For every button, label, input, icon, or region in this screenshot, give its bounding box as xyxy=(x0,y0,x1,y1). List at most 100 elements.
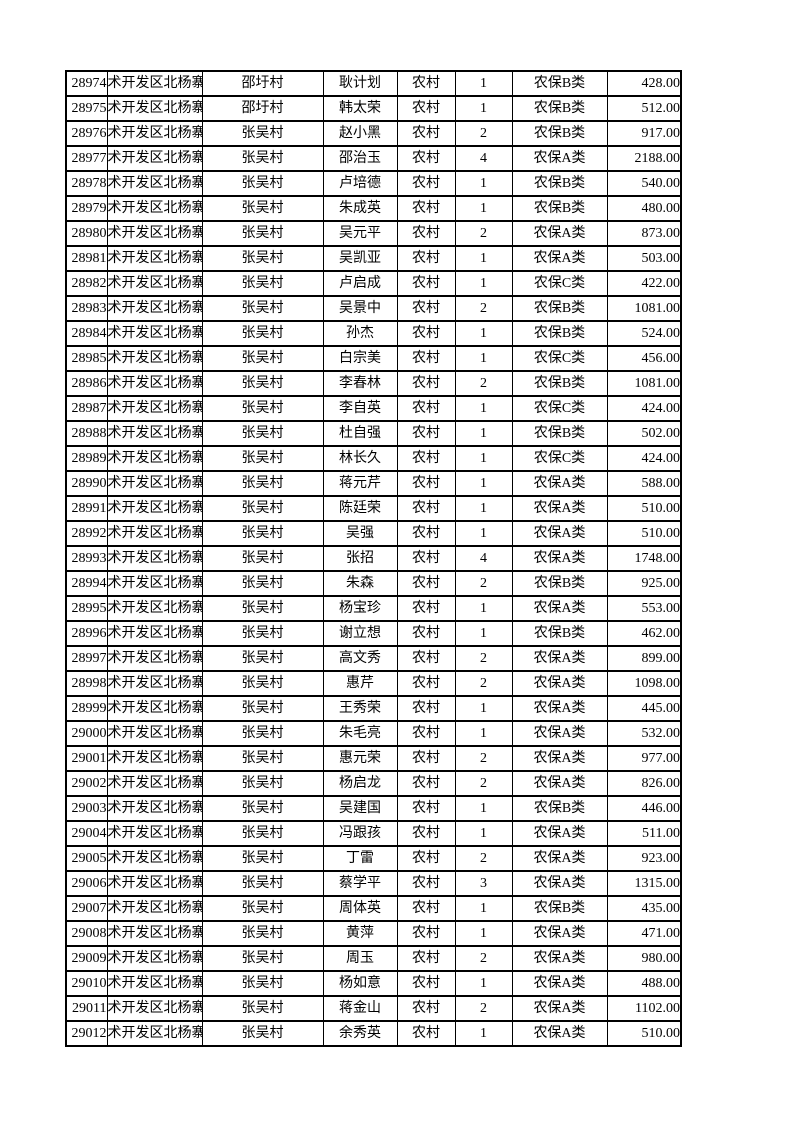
cell-record-id: 28983 xyxy=(65,295,108,322)
cell-insurance-category: 农保B类 xyxy=(511,70,608,97)
cell-amount: 899.00 xyxy=(606,645,682,672)
cell-village: 张吴村 xyxy=(201,995,324,1022)
cell-person-name: 杨宝珍 xyxy=(322,595,398,622)
cell-person-name: 黄萍 xyxy=(322,920,398,947)
cell-amount: 422.00 xyxy=(606,270,682,297)
cell-residence-type: 农村 xyxy=(396,745,456,772)
cell-village: 张吴村 xyxy=(201,870,324,897)
cell-amount: 511.00 xyxy=(606,820,682,847)
cell-insurance-category: 农保C类 xyxy=(511,270,608,297)
cell-amount: 424.00 xyxy=(606,395,682,422)
cell-record-id: 28992 xyxy=(65,520,108,547)
cell-insurance-category: 农保A类 xyxy=(511,820,608,847)
cell-residence-type: 农村 xyxy=(396,120,456,147)
cell-residence-type: 农村 xyxy=(396,720,456,747)
cell-district: 术开发区北杨寨 xyxy=(106,295,203,322)
cell-district: 术开发区北杨寨 xyxy=(106,570,203,597)
cell-person-count: 2 xyxy=(454,945,513,972)
cell-insurance-category: 农保A类 xyxy=(511,1020,608,1047)
cell-district: 术开发区北杨寨 xyxy=(106,695,203,722)
cell-insurance-category: 农保B类 xyxy=(511,795,608,822)
cell-person-count: 2 xyxy=(454,220,513,247)
cell-person-name: 谢立想 xyxy=(322,620,398,647)
cell-residence-type: 农村 xyxy=(396,495,456,522)
cell-village: 邵圩村 xyxy=(201,70,324,97)
cell-record-id: 28977 xyxy=(65,145,108,172)
cell-person-count: 1 xyxy=(454,970,513,997)
cell-insurance-category: 农保B类 xyxy=(511,570,608,597)
cell-district: 术开发区北杨寨 xyxy=(106,770,203,797)
cell-district: 术开发区北杨寨 xyxy=(106,945,203,972)
cell-insurance-category: 农保A类 xyxy=(511,695,608,722)
cell-residence-type: 农村 xyxy=(396,445,456,472)
cell-person-count: 2 xyxy=(454,570,513,597)
cell-insurance-category: 农保A类 xyxy=(511,720,608,747)
cell-person-count: 1 xyxy=(454,95,513,122)
cell-amount: 428.00 xyxy=(606,70,682,97)
cell-amount: 502.00 xyxy=(606,420,682,447)
cell-record-id: 29005 xyxy=(65,845,108,872)
cell-person-name: 耿计划 xyxy=(322,70,398,97)
table-row: 29007 术开发区北杨寨 张吴村 周体英 农村 1 农保B类 435.00 xyxy=(65,895,682,922)
cell-amount: 873.00 xyxy=(606,220,682,247)
insurance-roster-table: 28974 术开发区北杨寨 邵圩村 耿计划 农村 1 农保B类 428.00 28975 术开发区… xyxy=(65,70,682,1047)
cell-residence-type: 农村 xyxy=(396,620,456,647)
cell-residence-type: 农村 xyxy=(396,195,456,222)
cell-residence-type: 农村 xyxy=(396,520,456,547)
spreadsheet-page: 28974 术开发区北杨寨 邵圩村 耿计划 农村 1 农保B类 428.00 28975 术开发区… xyxy=(65,70,682,1047)
cell-amount: 445.00 xyxy=(606,695,682,722)
cell-record-id: 28980 xyxy=(65,220,108,247)
cell-person-count: 1 xyxy=(454,620,513,647)
cell-district: 术开发区北杨寨 xyxy=(106,545,203,572)
table-row: 29000 术开发区北杨寨 张吴村 朱毛亮 农村 1 农保A类 532.00 xyxy=(65,720,682,747)
cell-amount: 532.00 xyxy=(606,720,682,747)
cell-district: 术开发区北杨寨 xyxy=(106,895,203,922)
table-row: 29012 术开发区北杨寨 张吴村 余秀英 农村 1 农保A类 510.00 xyxy=(65,1020,682,1047)
cell-person-count: 1 xyxy=(454,195,513,222)
cell-person-count: 1 xyxy=(454,520,513,547)
cell-village: 张吴村 xyxy=(201,145,324,172)
cell-insurance-category: 农保A类 xyxy=(511,670,608,697)
cell-residence-type: 农村 xyxy=(396,795,456,822)
cell-district: 术开发区北杨寨 xyxy=(106,1020,203,1047)
cell-person-name: 杜自强 xyxy=(322,420,398,447)
cell-residence-type: 农村 xyxy=(396,645,456,672)
cell-residence-type: 农村 xyxy=(396,845,456,872)
cell-person-name: 周体英 xyxy=(322,895,398,922)
table-row: 28994 术开发区北杨寨 张吴村 朱森 农村 2 农保B类 925.00 xyxy=(65,570,682,597)
cell-person-name: 朱毛亮 xyxy=(322,720,398,747)
cell-record-id: 29011 xyxy=(65,995,108,1022)
cell-person-count: 1 xyxy=(454,445,513,472)
cell-village: 张吴村 xyxy=(201,570,324,597)
cell-residence-type: 农村 xyxy=(396,320,456,347)
cell-village: 张吴村 xyxy=(201,120,324,147)
cell-amount: 512.00 xyxy=(606,95,682,122)
cell-village: 邵圩村 xyxy=(201,95,324,122)
cell-district: 术开发区北杨寨 xyxy=(106,145,203,172)
cell-person-count: 1 xyxy=(454,495,513,522)
cell-district: 术开发区北杨寨 xyxy=(106,920,203,947)
cell-record-id: 28993 xyxy=(65,545,108,572)
cell-village: 张吴村 xyxy=(201,845,324,872)
cell-residence-type: 农村 xyxy=(396,145,456,172)
cell-person-count: 4 xyxy=(454,145,513,172)
cell-record-id: 29002 xyxy=(65,770,108,797)
cell-person-count: 1 xyxy=(454,320,513,347)
cell-village: 张吴村 xyxy=(201,545,324,572)
cell-person-count: 1 xyxy=(454,270,513,297)
cell-village: 张吴村 xyxy=(201,745,324,772)
cell-insurance-category: 农保A类 xyxy=(511,645,608,672)
cell-insurance-category: 农保A类 xyxy=(511,520,608,547)
cell-record-id: 28986 xyxy=(65,370,108,397)
cell-village: 张吴村 xyxy=(201,595,324,622)
cell-residence-type: 农村 xyxy=(396,770,456,797)
cell-person-name: 丁雷 xyxy=(322,845,398,872)
cell-record-id: 28984 xyxy=(65,320,108,347)
cell-village: 张吴村 xyxy=(201,1020,324,1047)
table-row: 29006 术开发区北杨寨 张吴村 蔡学平 农村 3 农保A类 1315.00 xyxy=(65,870,682,897)
cell-insurance-category: 农保C类 xyxy=(511,445,608,472)
table-row: 29005 术开发区北杨寨 张吴村 丁雷 农村 2 农保A类 923.00 xyxy=(65,845,682,872)
cell-village: 张吴村 xyxy=(201,520,324,547)
cell-person-count: 1 xyxy=(454,1020,513,1047)
cell-residence-type: 农村 xyxy=(396,395,456,422)
